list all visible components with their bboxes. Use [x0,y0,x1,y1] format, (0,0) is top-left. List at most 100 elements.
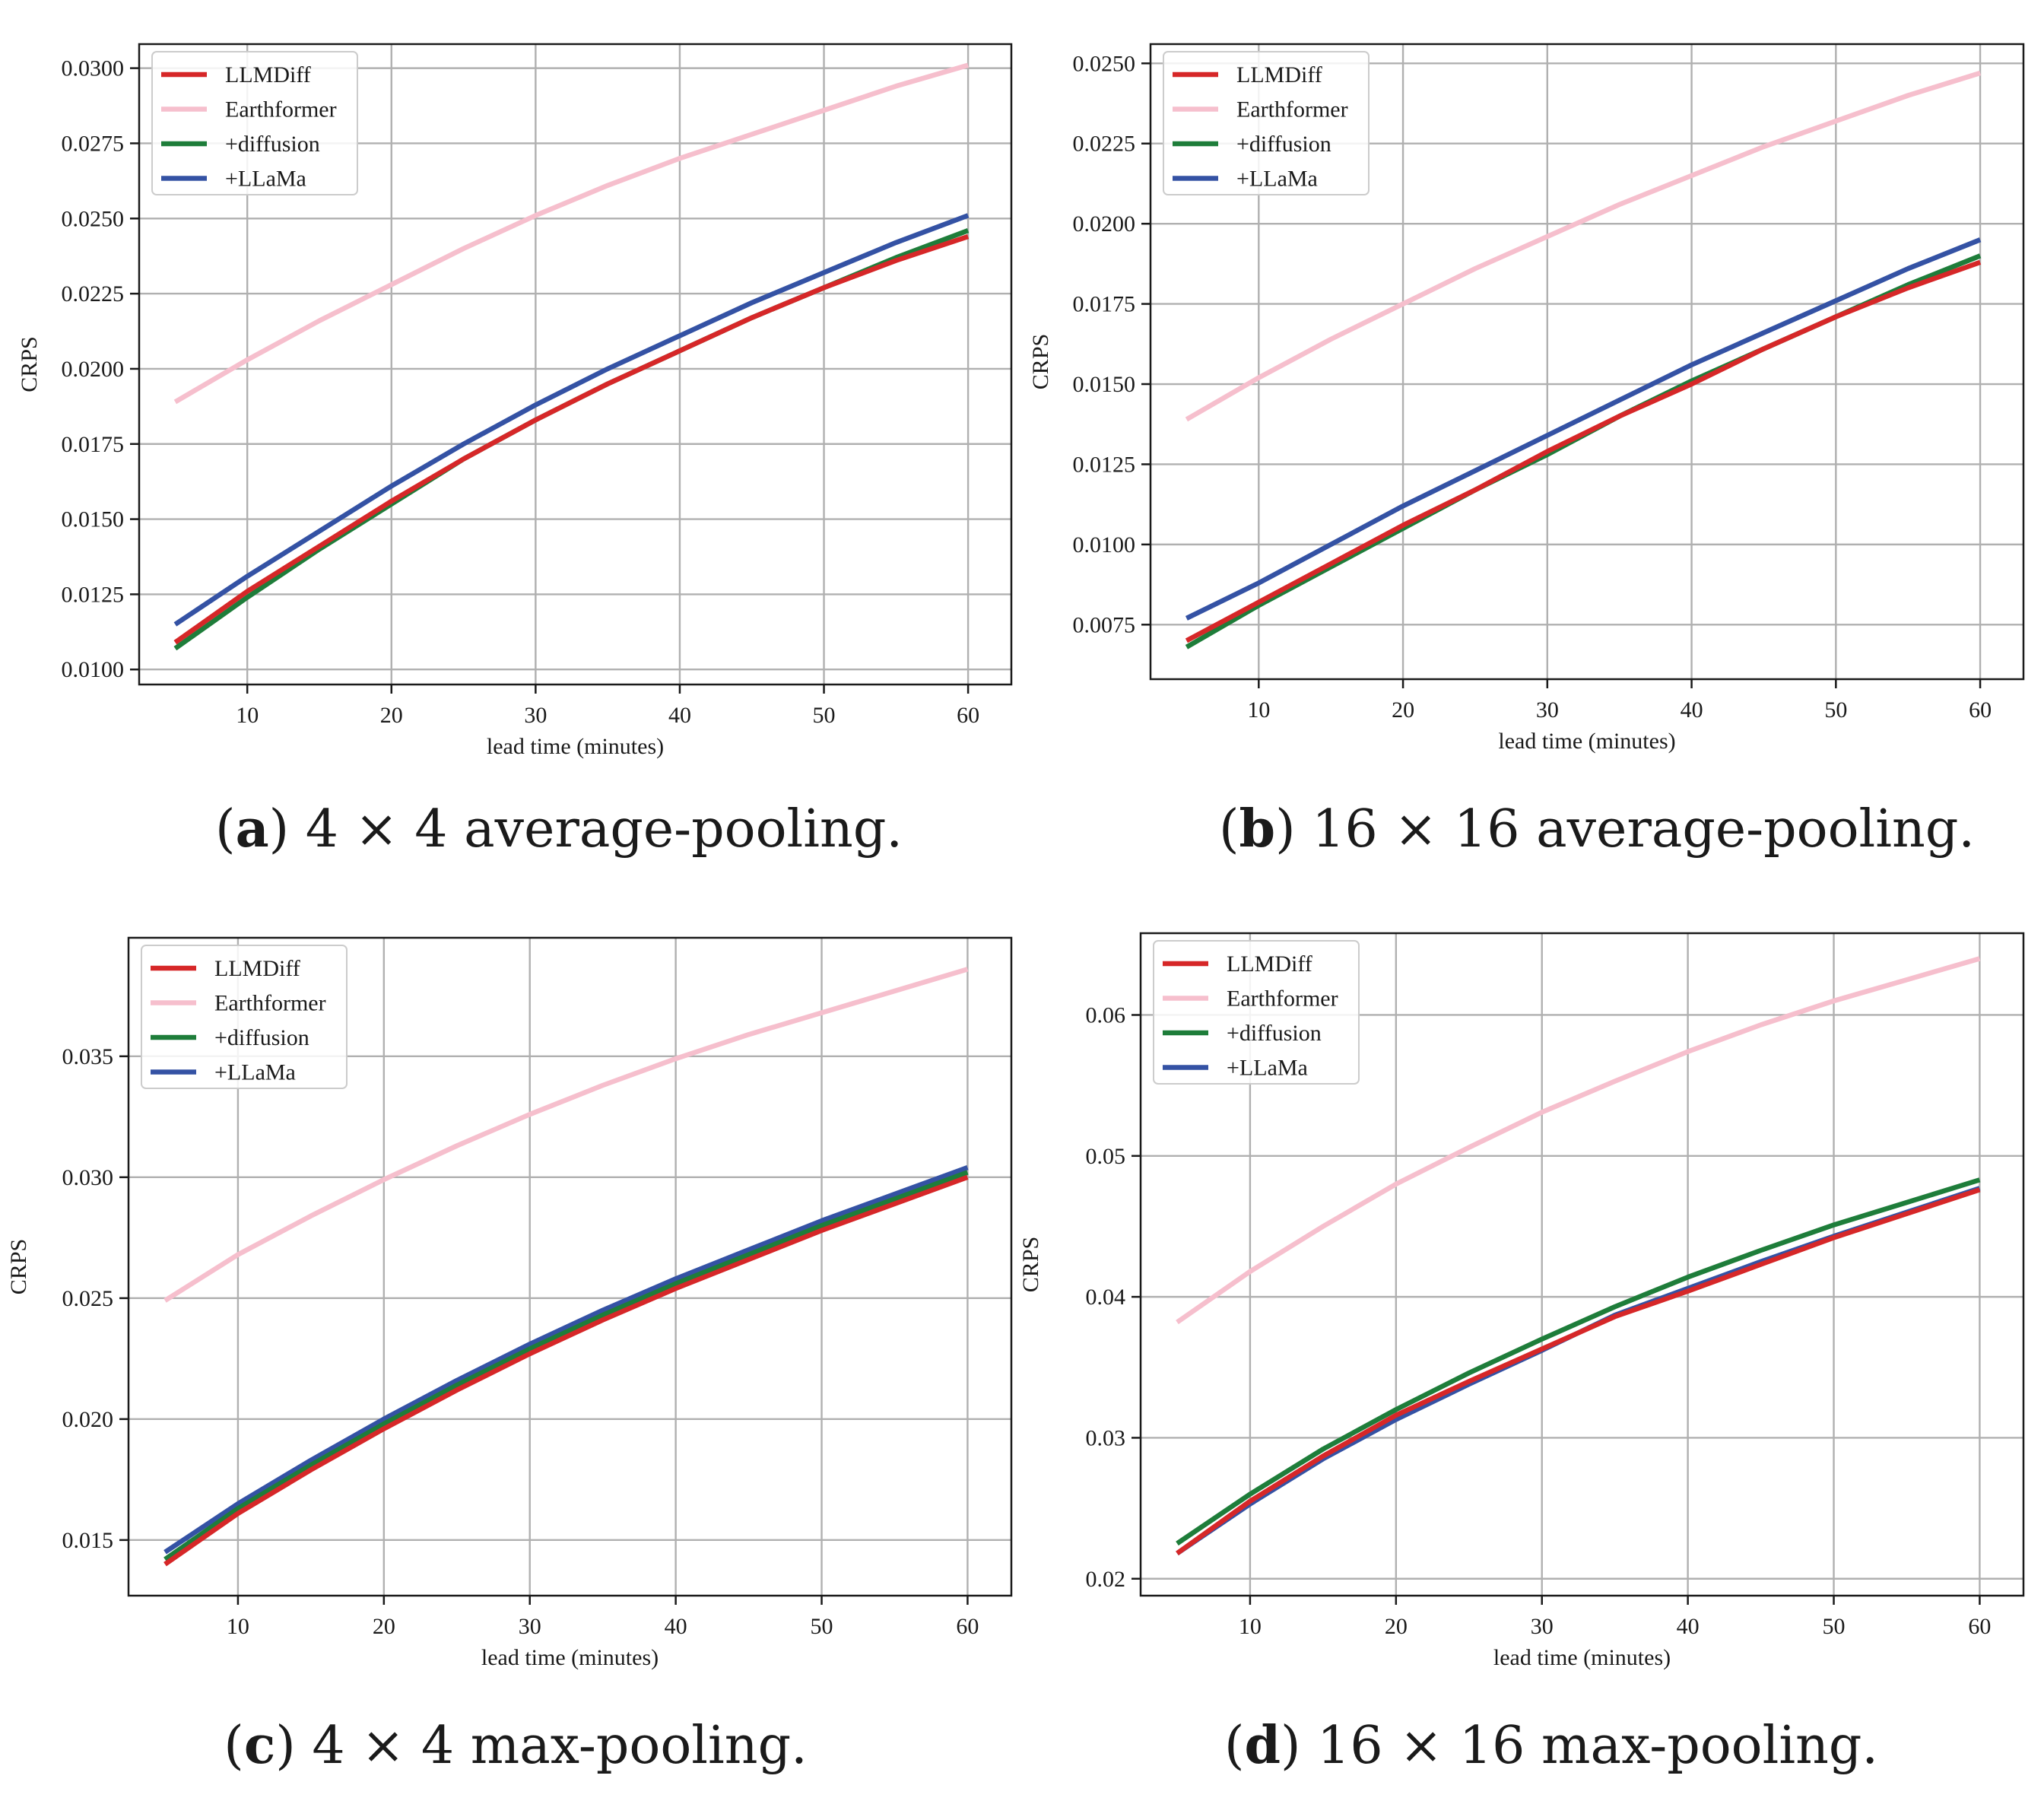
panel-d-legend-label-earthformer: Earthformer [1227,986,1338,1012]
panel-c-legend-label-earthformer: Earthformer [214,991,326,1016]
panel-d-xtick-label-20: 20 [1385,1614,1408,1639]
panel-d-ytick-label-0.05: 0.05 [1086,1144,1126,1169]
panel-a-legend: LLMDiff Earthformer +diffusion +LLaMa [151,51,358,195]
panel-b-ytick-label-0.0175: 0.0175 [1073,292,1136,317]
panel-c-legend-label-llmdiff: LLMDiff [214,956,300,981]
caption-c: (c) 4 × 4 max-pooling. [224,1715,808,1776]
panel-a-ylabel: CRPS [17,336,42,392]
caption-c-text: 4 × 4 max-pooling. [295,1716,808,1776]
panel-d-legend-label-plus-diffusion: +diffusion [1227,1021,1322,1046]
panel-a-ytick-label-0.0150: 0.0150 [62,507,125,532]
panel-c-xtick-label-20: 20 [373,1614,395,1639]
panel-a-line-llmdiff [173,233,970,645]
panel-c-line-plus-diffusion [163,1170,969,1561]
panel-d-ytick-label-0.06: 0.06 [1086,1002,1126,1028]
panel-c-ytick-label-0.030: 0.030 [62,1165,114,1190]
panel-d-legend-label-plus-llama: +LLaMa [1227,1056,1308,1081]
panel-d-axes-frame [1139,932,2025,1597]
caption-a-text: 4 × 4 average-pooling. [289,799,903,859]
panel-d-xtick-label-60: 60 [1968,1614,1991,1639]
panel-b-xtick-label-40: 40 [1681,697,1703,723]
panel-c-ylabel: CRPS [6,1239,31,1294]
caption-a-letter: a [235,799,269,859]
panel-b-ytick-label-0.0200: 0.0200 [1073,211,1136,237]
panel-c-line-llmdiff [163,1174,969,1567]
caption-b: (b) 16 × 16 average-pooling. [1219,799,1975,859]
panel-a-ytick-label-0.0300: 0.0300 [62,56,125,81]
caption-b-letter: b [1239,799,1276,859]
panel-c-xtick-label-60: 60 [956,1614,979,1639]
panel-c-ytick-label-0.020: 0.020 [62,1407,114,1432]
panel-d-xtick-label-30: 30 [1531,1614,1554,1639]
caption-a: (a) 4 × 4 average-pooling. [215,799,903,859]
panel-a: 10 20 30 40 50 60 0.0100 0.0125 0.0150 0.0175 0.02… [17,43,1013,759]
panel-a-ytick-label-0.0275: 0.0275 [62,131,125,156]
panel-b-line-plus-llama [1185,237,1982,621]
panel-c-line-earthformer [163,967,969,1303]
panel-b-ylabel: CRPS [1028,334,1053,389]
panel-a-legend-label-earthformer: Earthformer [225,97,337,122]
caption-c-letter: c [243,1715,276,1776]
panel-b-xtick-label-30: 30 [1536,697,1559,723]
panel-b-line-llmdiff [1185,259,1982,643]
panel-c-ytick-label-0.015: 0.015 [62,1528,114,1553]
panel-a-legend-label-llmdiff: LLMDiff [225,62,311,87]
panel-b-legend: LLMDiff Earthformer +diffusion +LLaMa [1163,51,1370,195]
panel-b-ytick-label-0.0225: 0.0225 [1073,132,1136,157]
panel-b-xlabel: lead time (minutes) [1498,729,1675,754]
panel-c-xtick-label-30: 30 [519,1614,541,1639]
panel-d-line-earthformer [1176,956,1981,1325]
panel-d-legend-label-llmdiff: LLMDiff [1227,951,1312,977]
panel-d-xtick-label-10: 10 [1239,1614,1262,1639]
panel-a-legend-box [151,51,358,195]
panel-a-ytick-label-0.0250: 0.0250 [62,206,125,231]
panel-b-xtick-label-60: 60 [1969,697,1992,723]
caption-d-text: 16 × 16 max-pooling. [1300,1716,1879,1776]
panel-d: 10 20 30 40 50 60 0.02 0.03 0.04 0.05 0.06 lead tim… [1018,932,2025,1670]
panel-b-line-plus-diffusion [1185,253,1982,650]
panel-d-ylabel: CRPS [1018,1237,1043,1292]
panel-b-legend-label-earthformer: Earthformer [1236,97,1348,122]
panel-a-line-earthformer [173,62,970,405]
panel-c: 10 20 30 40 50 60 0.015 0.020 0.025 0.030 0.035 lea… [6,936,1013,1670]
panel-b-ytick-label-0.0250: 0.0250 [1073,51,1136,76]
panel-a-axes-frame [138,43,1013,686]
caption-b-text: 16 × 16 average-pooling. [1295,799,1975,859]
panel-a-xtick-label-50: 50 [813,703,836,728]
panel-c-ytick-label-0.035: 0.035 [62,1044,114,1069]
panel-a-ytick-label-0.0225: 0.0225 [62,281,125,307]
panel-d-legend: LLMDiff Earthformer +diffusion +LLaMa [1153,940,1360,1085]
panel-b-ytick-label-0.0100: 0.0100 [1073,532,1136,557]
panel-a-ytick-label-0.0125: 0.0125 [62,582,125,607]
caption-d: (d) 16 × 16 max-pooling. [1224,1715,1879,1776]
panel-b-axes-frame [1149,43,2025,681]
panel-b-xtick-label-10: 10 [1247,697,1270,723]
panel-c-xtick-label-10: 10 [227,1614,249,1639]
panel-a-ytick-label-0.0200: 0.0200 [62,357,125,382]
panel-b-ytick-label-0.0125: 0.0125 [1073,452,1136,477]
panel-d-xtick-label-40: 40 [1677,1614,1700,1639]
panel-d-ytick-label-0.02: 0.02 [1086,1567,1126,1592]
panel-d-line-plus-diffusion [1176,1177,1981,1546]
panel-b-legend-box [1163,51,1370,195]
panel-a-legend-label-plus-llama: +LLaMa [225,167,306,192]
panel-d-xlabel: lead time (minutes) [1493,1645,1671,1670]
panel-c-line-plus-llama [163,1165,969,1555]
panel-a-xtick-label-10: 10 [236,703,259,728]
panel-c-ytick-label-0.025: 0.025 [62,1286,114,1311]
panel-b-xtick-label-20: 20 [1392,697,1414,723]
panel-c-xtick-label-40: 40 [665,1614,687,1639]
panel-a-ytick-label-0.0175: 0.0175 [62,432,125,457]
panel-d-xtick-label-50: 50 [1823,1614,1846,1639]
panel-d-legend-box [1153,940,1360,1085]
panel-b-xtick-label-50: 50 [1824,697,1847,723]
panel-c-xlabel: lead time (minutes) [481,1645,659,1670]
panel-b-ytick-label-0.0075: 0.0075 [1073,612,1136,637]
panel-a-xtick-label-60: 60 [957,703,979,728]
panel-d-ytick-label-0.04: 0.04 [1086,1285,1126,1310]
panel-b-line-earthformer [1185,70,1982,422]
panel-a-legend-label-plus-diffusion: +diffusion [225,132,320,157]
panel-b-legend-label-plus-llama: +LLaMa [1236,167,1318,192]
panel-b: 10 20 30 40 50 60 0.0075 0.0100 0.0125 0.0150 0.01… [1028,43,2025,754]
